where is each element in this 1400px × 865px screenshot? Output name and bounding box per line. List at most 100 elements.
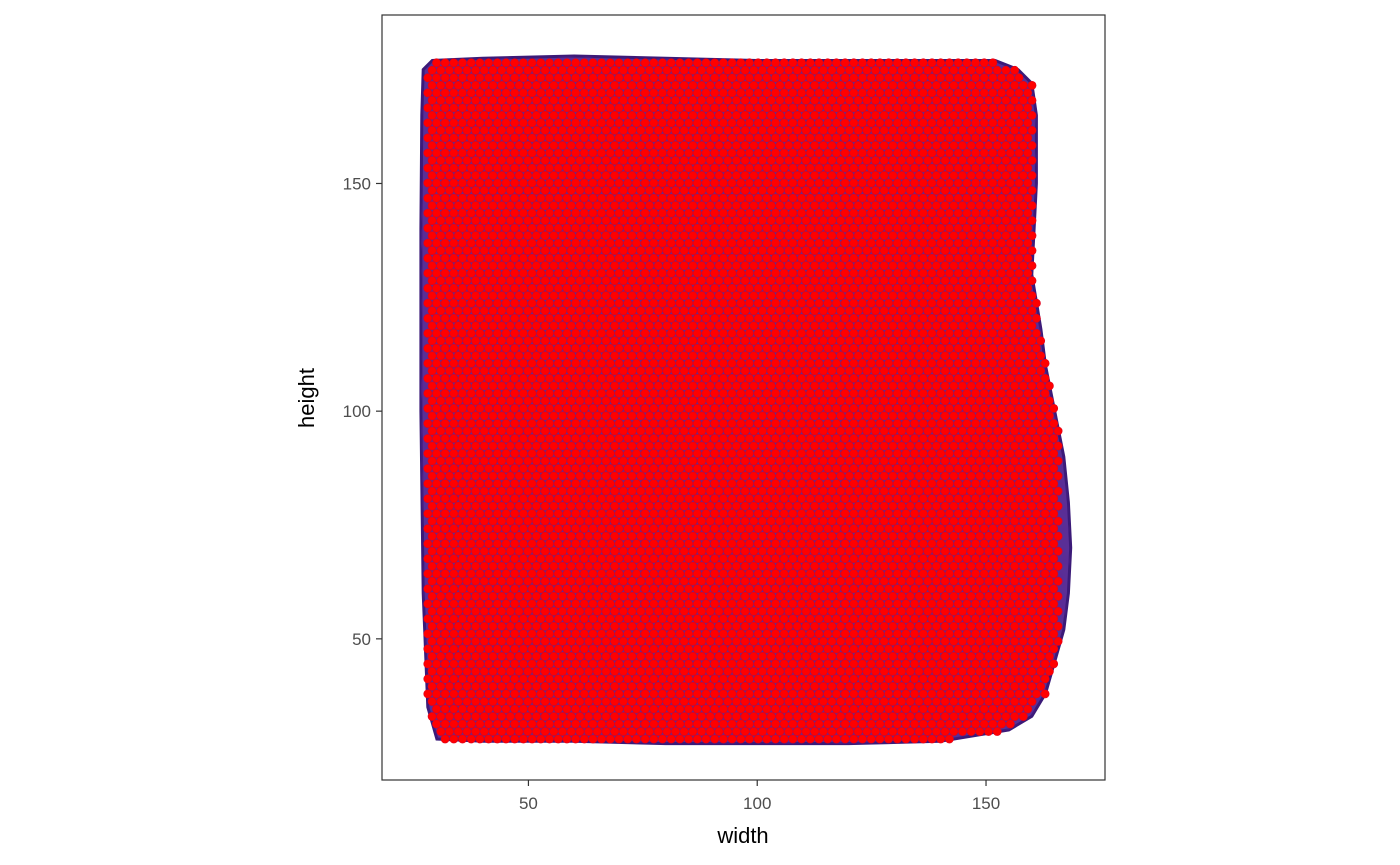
spot-point (584, 351, 593, 361)
spot-point (949, 667, 959, 676)
spot-point (975, 411, 985, 421)
spot-point (623, 403, 633, 413)
spot-point (479, 636, 489, 646)
spot-point (792, 727, 802, 736)
spot-point (801, 697, 811, 706)
spot-point (736, 734, 746, 744)
spot-point (866, 659, 876, 669)
spot-point (475, 584, 485, 594)
spot-point (662, 246, 672, 255)
spot-point (958, 682, 967, 691)
spot-point (958, 486, 967, 496)
spot-point (471, 667, 480, 676)
spot-point (666, 449, 676, 458)
spot-point (575, 697, 585, 706)
spot-point (749, 261, 759, 271)
spot-point (975, 516, 985, 526)
spot-point (553, 313, 563, 323)
spot-point (640, 659, 650, 669)
spot-point (575, 306, 585, 316)
spot-point (901, 434, 911, 443)
spot-point (1040, 614, 1050, 624)
spot-point (836, 456, 846, 466)
spot-point (1005, 674, 1015, 684)
spot-point (749, 727, 759, 736)
spot-point (540, 621, 550, 631)
spot-point (771, 614, 780, 624)
spot-point (918, 479, 928, 488)
spot-point (1049, 569, 1059, 579)
spot-point (879, 306, 889, 316)
spot-point (1018, 712, 1028, 721)
spot-point (727, 283, 737, 293)
spot-point (471, 291, 480, 301)
spot-point (632, 734, 641, 744)
spot-point (619, 697, 628, 706)
spot-point (649, 554, 659, 564)
spot-point (505, 606, 515, 616)
spot-point (771, 419, 780, 428)
spot-point (984, 727, 993, 736)
spot-point (453, 486, 463, 496)
spot-point (819, 712, 828, 721)
spot-point (705, 396, 715, 406)
spot-point (597, 419, 606, 428)
spot-point (501, 449, 511, 458)
spot-point (805, 554, 815, 564)
spot-point (875, 403, 885, 413)
spot-point (523, 531, 533, 541)
spot-point (988, 268, 998, 278)
spot-point (484, 419, 493, 428)
spot-point (1010, 591, 1019, 601)
spot-point (953, 253, 963, 263)
spot-point (653, 336, 663, 346)
spot-point (945, 674, 954, 684)
spot-point (632, 524, 641, 533)
spot-point (936, 674, 946, 684)
spot-point (532, 291, 541, 301)
spot-point (979, 614, 989, 624)
spot-point (614, 659, 624, 669)
spot-point (849, 464, 859, 473)
spot-point (679, 396, 689, 406)
spot-point (466, 464, 476, 473)
spot-point (858, 599, 867, 609)
spot-point (901, 358, 911, 368)
spot-point (488, 306, 498, 316)
spot-point (675, 328, 685, 338)
spot-point (697, 276, 706, 286)
spot-point (914, 727, 924, 736)
spot-point (623, 689, 633, 699)
spot-point (497, 276, 507, 286)
spot-point (745, 509, 754, 518)
spot-point (605, 554, 615, 564)
spot-point (819, 531, 828, 541)
spot-point (784, 561, 793, 571)
spot-point (505, 576, 515, 586)
spot-point (749, 576, 759, 586)
spot-point (910, 569, 919, 579)
spot-point (1005, 313, 1015, 323)
spot-point (701, 629, 711, 639)
spot-point (653, 351, 663, 361)
spot-point (840, 479, 850, 488)
spot-point (436, 456, 446, 466)
spot-point (727, 223, 737, 233)
spot-point (679, 546, 689, 556)
spot-point (592, 321, 602, 331)
spot-point (475, 419, 485, 428)
spot-point (910, 343, 919, 353)
spot-point (858, 569, 867, 579)
spot-point (936, 238, 946, 248)
spot-point (1010, 561, 1019, 571)
spot-point (479, 291, 489, 301)
spot-point (484, 569, 493, 579)
spot-point (553, 659, 563, 669)
spot-point (853, 531, 863, 541)
spot-point (932, 291, 941, 301)
spot-point (823, 704, 833, 714)
spot-point (540, 306, 550, 316)
spot-point (897, 561, 906, 571)
spot-point (532, 321, 541, 331)
spot-point (945, 403, 954, 413)
